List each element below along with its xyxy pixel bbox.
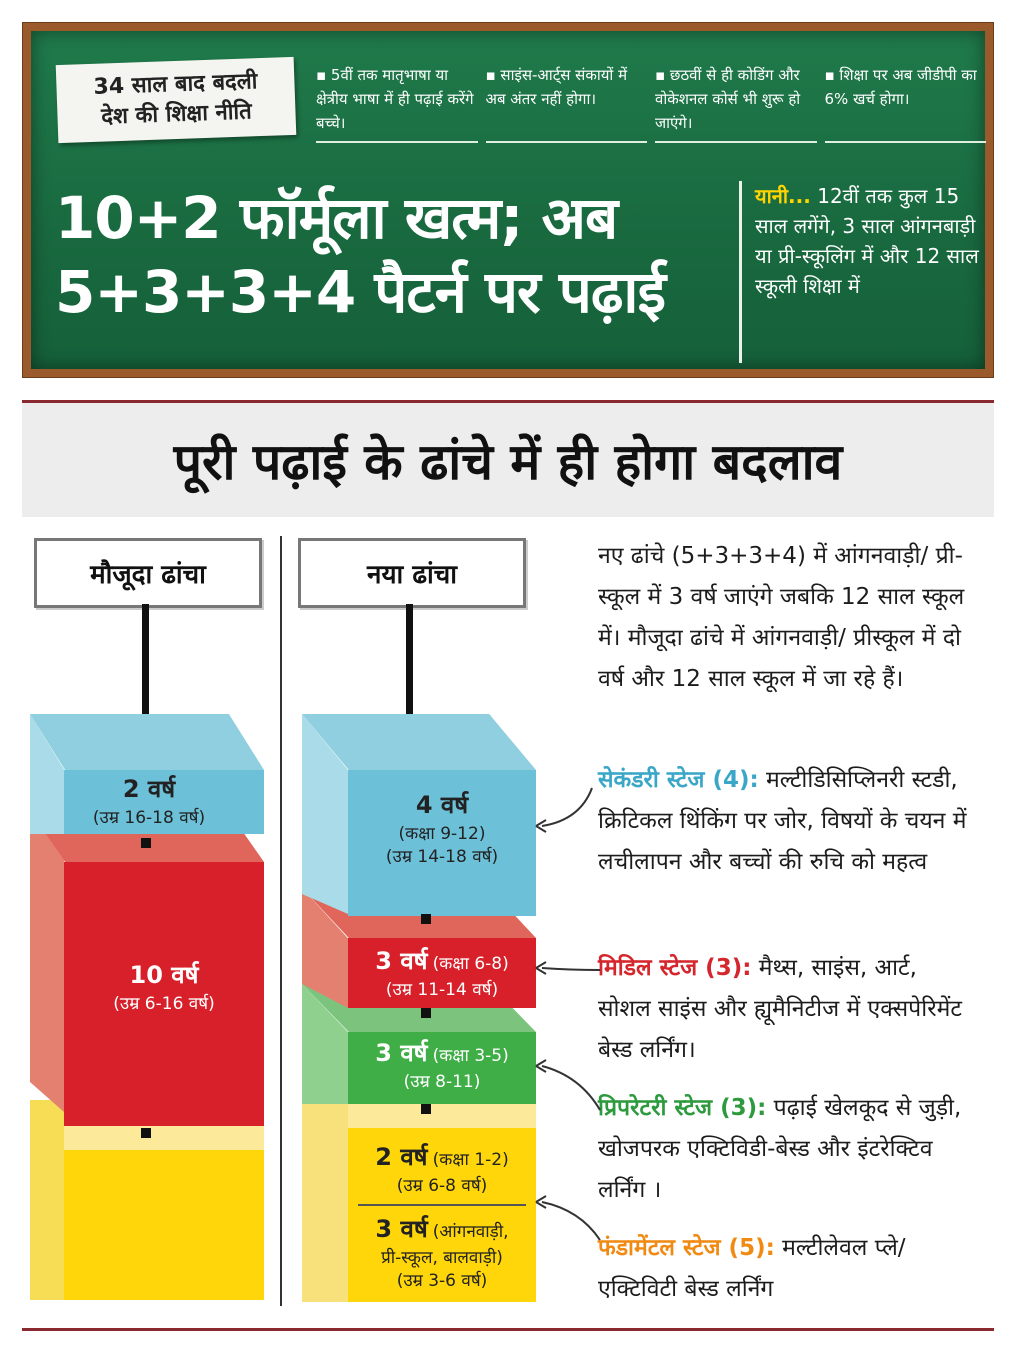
stage-name: प्रिपरेटरी स्टेज (3):: [598, 1095, 767, 1121]
arrow-preparatory: [541, 1065, 601, 1111]
stage-name: मिडिल स्टेज (3):: [598, 955, 752, 981]
new-structure-label: नया ढांचा: [298, 538, 526, 608]
arrow-head: [535, 819, 547, 833]
new-fundamental-text: 2 वर्ष (कक्षा 1-2) (उम्र 6-8 वर्ष) 3 वर्…: [348, 1140, 536, 1291]
class-label: (आंगनवाड़ी,: [432, 1222, 509, 1242]
current-10-years-text: 10 वर्ष (उम्र 6-16 वर्ष): [64, 958, 264, 1014]
sub-divider: [358, 1204, 526, 1206]
age-label: (उम्र 11-14 वर्ष): [385, 980, 499, 1000]
top-rule: [22, 400, 994, 403]
chalkboard-surface: 34 साल बाद बदली देश की शिक्षा नीति ▪ 5वी…: [31, 31, 987, 369]
intro-text: नए ढांचे (5+3+3+4) में आंगनवाड़ी/ प्री-स…: [598, 543, 965, 692]
arrow-secondary: [541, 787, 593, 827]
current-stem: [142, 604, 149, 734]
connector-dot: [141, 1128, 151, 1138]
age-label: (उम्र 3-6 वर्ष): [396, 1271, 488, 1291]
block-front: [348, 770, 536, 916]
block-top: [30, 714, 264, 770]
main-headline: 10+2 फॉर्मूला खत्म; अब 5+3+3+4 पैटर्न पर…: [55, 184, 666, 326]
pointer-arrows: [535, 787, 601, 1241]
block-side: [30, 1100, 64, 1300]
new-middle-text: 3 वर्ष (कक्षा 6-8) (उम्र 11-14 वर्ष): [348, 944, 536, 1000]
stage-middle: मिडिल स्टेज (3): मैथ्स, साइंस, आर्ट, सोश…: [598, 948, 973, 1071]
block-front: [348, 1128, 536, 1302]
current-2-years-text: 2 वर्ष (उम्र 16-18 वर्ष): [64, 772, 234, 828]
age-label: (उम्र 16-18 वर्ष): [92, 808, 206, 828]
connector-dot: [421, 914, 431, 924]
stage-name: सेकंडरी स्टेज (4):: [598, 767, 759, 793]
chalkboard-header: 34 साल बाद बदली देश की शिक्षा नीति ▪ 5वी…: [22, 22, 994, 378]
key-point: ▪ 5वीं तक मातृभाषा या क्षेत्रीय भाषा में…: [316, 63, 478, 143]
arrow-head: [535, 961, 547, 975]
age-label: (उम्र 8-11): [403, 1072, 481, 1092]
years-label: 4 वर्ष: [415, 791, 469, 819]
new-label-text: नया ढांचा: [367, 560, 457, 590]
new-preparatory-text: 3 वर्ष (कक्षा 3-5) (उम्र 8-11): [348, 1036, 536, 1092]
connector-dot: [141, 838, 151, 848]
stage-name: फंडामेंटल स्टेज (5):: [598, 1235, 775, 1261]
class-label: (कक्षा 9-12): [398, 824, 486, 844]
years-label: 3 वर्ष: [375, 947, 428, 975]
key-point: ▪ छठवीं से ही कोडिंग और वोकेशनल कोर्स भी…: [655, 63, 817, 143]
headline-tag: 34 साल बाद बदली देश की शिक्षा नीति: [55, 56, 297, 144]
arrow-head: [535, 1059, 547, 1073]
years-label: 2 वर्ष: [375, 1143, 428, 1171]
stage-preparatory: प्रिपरेटरी स्टेज (3): पढ़ाई खेलकूद से जु…: [598, 1088, 973, 1211]
column-divider: [280, 536, 282, 1306]
tag-text: 34 साल बाद बदली देश की शिक्षा नीति: [93, 69, 258, 130]
current-structure-label: मौजूदा ढांचा: [34, 538, 262, 608]
yaani-text: 12वीं तक कुल 15 साल लगेंगे, 3 साल आंगनबा…: [755, 184, 979, 298]
key-points: ▪ 5वीं तक मातृभाषा या क्षेत्रीय भाषा में…: [316, 63, 986, 143]
connector-dot: [421, 1104, 431, 1114]
headline-divider: [739, 181, 742, 363]
class-label: (कक्षा 3-5): [432, 1046, 509, 1066]
age-label: (उम्र 6-16 वर्ष): [113, 994, 215, 1014]
stage-description: मल्टीलेवल प्ले/ एक्टिविटी बेस्ड लर्निंग: [598, 1235, 906, 1302]
block-front: [64, 1150, 264, 1300]
years-label: 10 वर्ष: [129, 961, 199, 989]
key-point: ▪ शिक्षा पर अब जीडीपी का 6% खर्च होगा।: [824, 63, 986, 143]
banner-title: पूरी पढ़ाई के ढांचे में ही होगा बदलाव: [173, 433, 843, 491]
class-label: प्री-स्कूल, बालवाड़ी): [381, 1248, 503, 1268]
block-front: [64, 770, 264, 834]
new-secondary-text: 4 वर्ष (कक्षा 9-12) (उम्र 14-18 वर्ष): [348, 788, 536, 867]
stage-description: मैथ्स, साइंस, आर्ट, सोशल साइंस और ह्यूमै…: [598, 955, 962, 1063]
stage-description: पढ़ाई खेलकूद से जुड़ी, खोजपरक एक्टिविडी-…: [598, 1095, 962, 1203]
arrow-fundamental: [541, 1201, 601, 1241]
arrow-middle: [541, 967, 601, 971]
yaani-label: यानी...: [755, 184, 811, 208]
stage-fundamental: फंडामेंटल स्टेज (5): मल्टीलेवल प्ले/ एक्…: [598, 1228, 973, 1310]
yaani-note: यानी... 12वीं तक कुल 15 साल लगेंगे, 3 सा…: [755, 181, 987, 301]
key-point: ▪ साइंस-आर्ट्स संकायों में अब अंतर नहीं …: [485, 63, 647, 143]
stage-secondary: सेकंडरी स्टेज (4): मल्टीडिसिप्लिनरी स्टड…: [598, 760, 973, 883]
block-front: [64, 862, 264, 1126]
block-side: [302, 1082, 348, 1302]
years-label: 3 वर्ष: [375, 1215, 428, 1243]
age-label: (उम्र 6-8 वर्ष): [396, 1176, 488, 1196]
block-front: [348, 1032, 536, 1104]
years-label: 3 वर्ष: [375, 1039, 428, 1067]
block-side: [30, 812, 64, 1112]
age-label: (उम्र 14-18 वर्ष): [385, 847, 499, 867]
connector-dot: [421, 1008, 431, 1018]
current-label-text: मौजूदा ढांचा: [90, 560, 206, 590]
section-banner: पूरी पढ़ाई के ढांचे में ही होगा बदलाव: [22, 403, 994, 517]
years-label: 2 वर्ष: [122, 775, 176, 803]
new-stem: [406, 604, 413, 744]
class-label: (कक्षा 6-8): [432, 954, 509, 974]
arrow-head: [535, 1195, 547, 1209]
bottom-rule: [22, 1328, 994, 1331]
stage-description: मल्टीडिसिप्लिनरी स्टडी, क्रिटिकल थिंकिंग…: [598, 767, 967, 875]
class-label: (कक्षा 1-2): [432, 1150, 509, 1170]
block-front: [348, 938, 536, 1008]
